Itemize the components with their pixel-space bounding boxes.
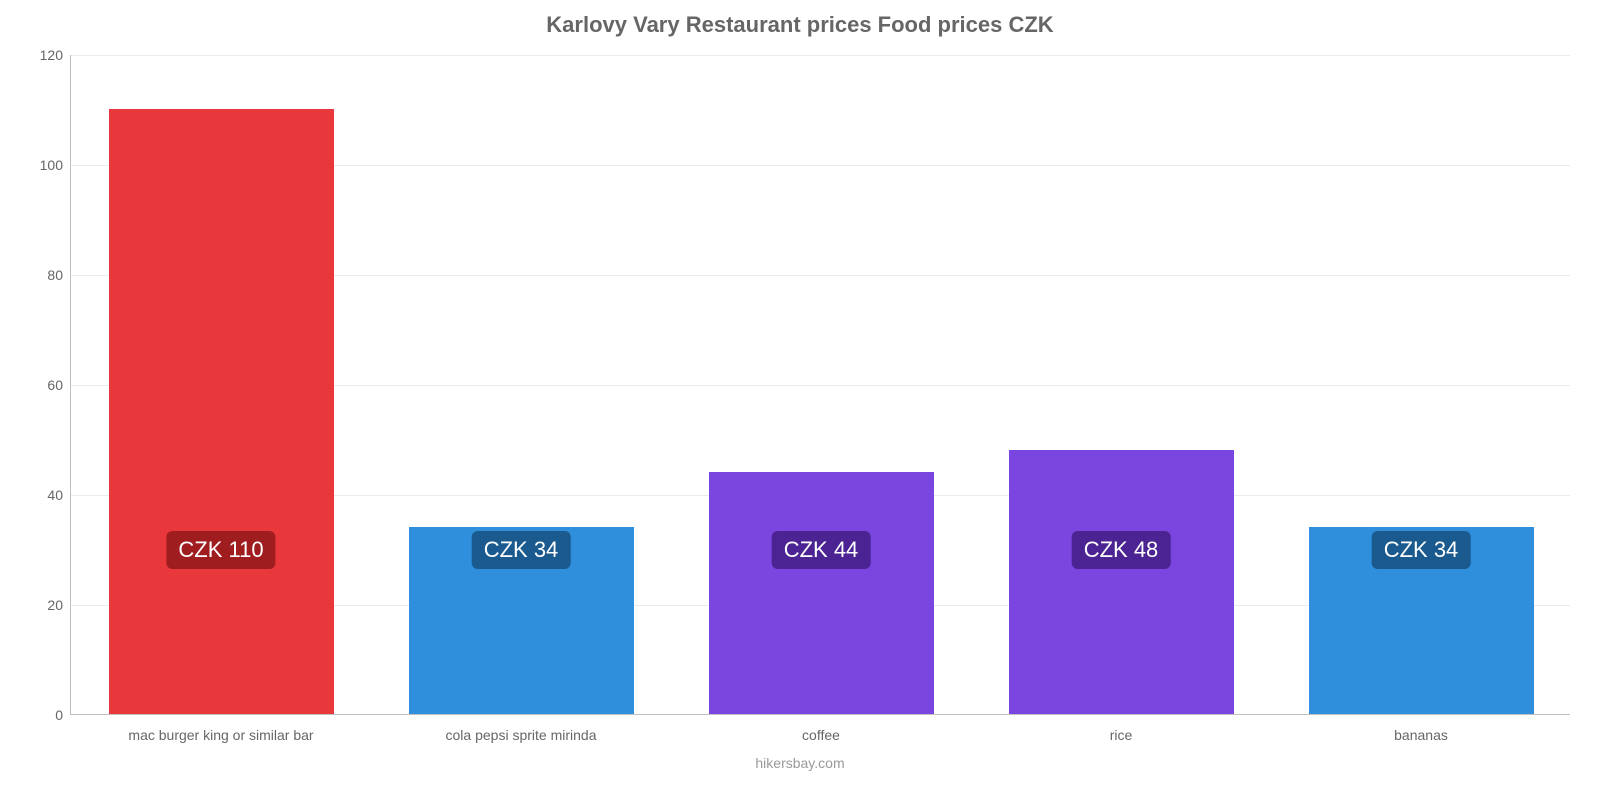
y-tick-label: 80 bbox=[5, 267, 63, 283]
y-tick-label: 60 bbox=[5, 377, 63, 393]
bar-value-badge: CZK 34 bbox=[472, 531, 571, 569]
bar bbox=[709, 472, 934, 714]
x-tick-label: cola pepsi sprite mirinda bbox=[446, 727, 597, 743]
x-tick-label: mac burger king or similar bar bbox=[128, 727, 313, 743]
x-tick-label: coffee bbox=[802, 727, 840, 743]
bar bbox=[109, 109, 334, 714]
y-tick-label: 100 bbox=[5, 157, 63, 173]
y-tick-label: 40 bbox=[5, 487, 63, 503]
chart-container: Karlovy Vary Restaurant prices Food pric… bbox=[0, 0, 1600, 800]
bar-value-badge: CZK 34 bbox=[1372, 531, 1471, 569]
bar bbox=[1009, 450, 1234, 714]
x-tick-label: rice bbox=[1110, 727, 1133, 743]
plot-area: 020406080100120CZK 110mac burger king or… bbox=[70, 55, 1570, 715]
bar-value-badge: CZK 48 bbox=[1072, 531, 1171, 569]
grid-line bbox=[71, 55, 1570, 56]
bar-value-badge: CZK 44 bbox=[772, 531, 871, 569]
y-tick-label: 120 bbox=[5, 47, 63, 63]
chart-title: Karlovy Vary Restaurant prices Food pric… bbox=[0, 12, 1600, 38]
y-tick-label: 20 bbox=[5, 597, 63, 613]
x-tick-label: bananas bbox=[1394, 727, 1448, 743]
y-tick-label: 0 bbox=[5, 707, 63, 723]
bar-value-badge: CZK 110 bbox=[166, 531, 275, 569]
chart-source: hikersbay.com bbox=[0, 755, 1600, 771]
